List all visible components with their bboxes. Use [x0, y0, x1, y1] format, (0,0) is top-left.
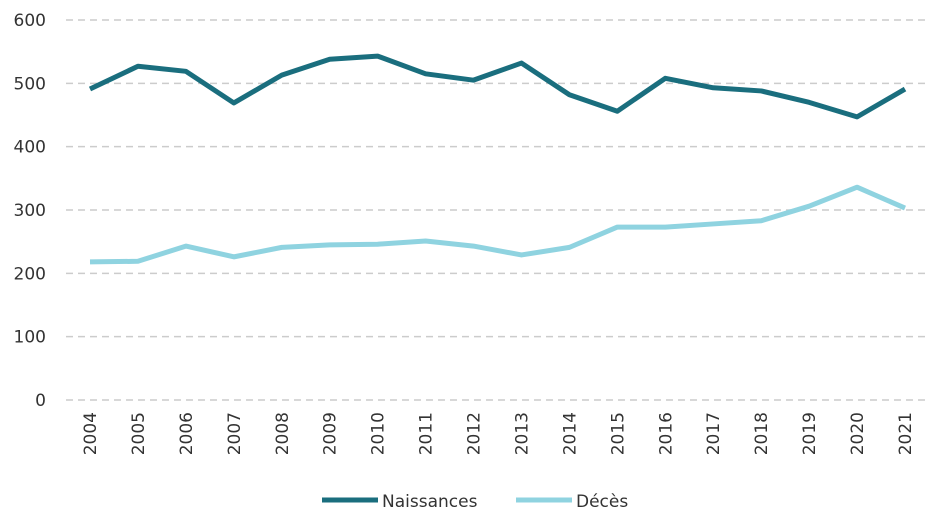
x-tick-label: 2008 — [273, 412, 293, 455]
y-tick-label: 500 — [14, 74, 46, 94]
x-tick-label: 2018 — [752, 412, 772, 455]
x-tick-label: 2005 — [129, 412, 149, 455]
line-series — [88, 53, 907, 120]
x-tick-label: 2010 — [369, 412, 389, 455]
x-tick-label: 2004 — [81, 412, 101, 455]
x-tick-label: 2009 — [321, 412, 341, 455]
x-tick-label: 2017 — [704, 412, 724, 455]
x-tick-label: 2021 — [896, 412, 916, 455]
x-tick-label: 2006 — [177, 412, 197, 455]
y-tick-label: 400 — [14, 138, 46, 158]
x-tick-label: 2014 — [560, 412, 580, 455]
x-tick-label: 2019 — [800, 412, 820, 455]
x-tick-label: 2007 — [225, 412, 245, 455]
legend-label: Décès — [576, 492, 628, 512]
line-series — [89, 184, 906, 265]
y-tick-label: 100 — [14, 328, 46, 348]
y-tick-label: 600 — [14, 11, 46, 31]
x-tick-label: 2020 — [848, 412, 868, 455]
y-tick-label: 0 — [35, 391, 46, 411]
x-tick-label: 2012 — [465, 412, 485, 455]
legend-label: Naissances — [382, 492, 478, 512]
x-tick-label: 2015 — [608, 412, 628, 455]
x-tick-label: 2011 — [417, 412, 437, 455]
y-tick-label: 200 — [14, 264, 46, 284]
x-tick-label: 2016 — [656, 412, 676, 455]
x-tick-label: 2013 — [512, 412, 532, 455]
y-tick-label: 300 — [14, 201, 46, 221]
